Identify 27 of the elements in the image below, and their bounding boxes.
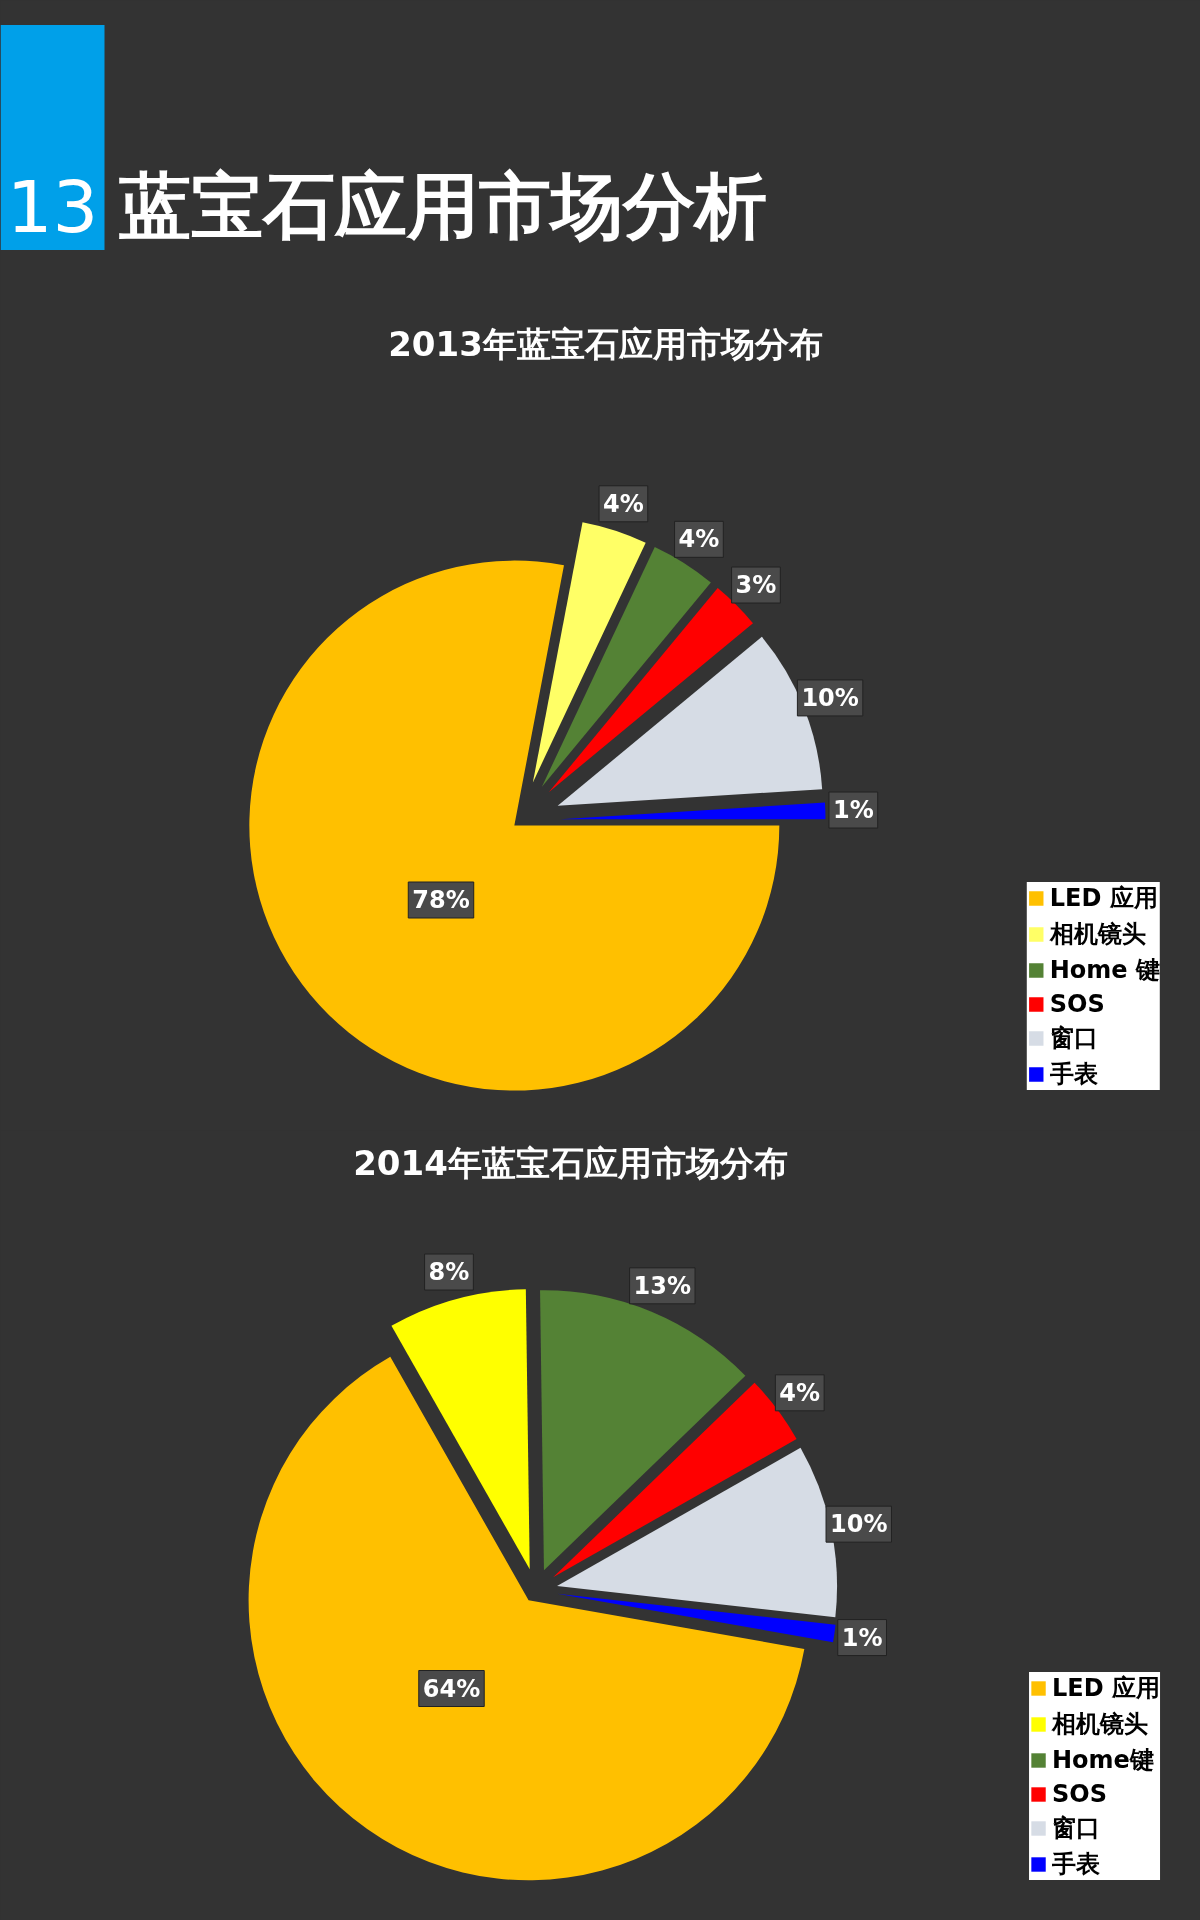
legend-label: 手表	[1052, 1849, 1101, 1880]
data-label: 10%	[801, 683, 859, 712]
data-label: 1%	[832, 796, 874, 825]
legend-label: LED 应用	[1049, 883, 1158, 914]
chart-subtitle: 2013年蓝宝石应用市场分布	[388, 323, 823, 364]
legend-label: 窗口	[1049, 1023, 1098, 1054]
data-label: 13%	[633, 1271, 692, 1300]
data-label: 78%	[412, 886, 470, 914]
data-label: 4%	[603, 489, 644, 518]
legend-label: 手表	[1049, 1059, 1098, 1090]
data-label: 64%	[422, 1674, 481, 1703]
legend-label: SOS	[1049, 990, 1105, 1018]
legend-label: 相机镜头	[1049, 919, 1146, 950]
legend-label: Home键	[1052, 1745, 1154, 1776]
data-label: 8%	[428, 1258, 470, 1287]
legend-label: 相机镜头	[1052, 1709, 1149, 1740]
legend-label: LED 应用	[1052, 1673, 1160, 1704]
legend-label: 窗口	[1052, 1813, 1101, 1844]
chart-title: 13 蓝宝石应用市场分析	[6, 163, 767, 249]
legend-label: Home 键	[1049, 955, 1160, 986]
data-label: 3%	[735, 571, 777, 600]
data-label: 10%	[830, 1510, 888, 1539]
data-label: 1%	[841, 1623, 883, 1652]
data-label: 4%	[678, 525, 720, 554]
chart-title: 2014年蓝宝石应用市场分布	[353, 1142, 788, 1183]
data-label: 4%	[779, 1378, 821, 1407]
legend-label: SOS	[1052, 1780, 1108, 1808]
